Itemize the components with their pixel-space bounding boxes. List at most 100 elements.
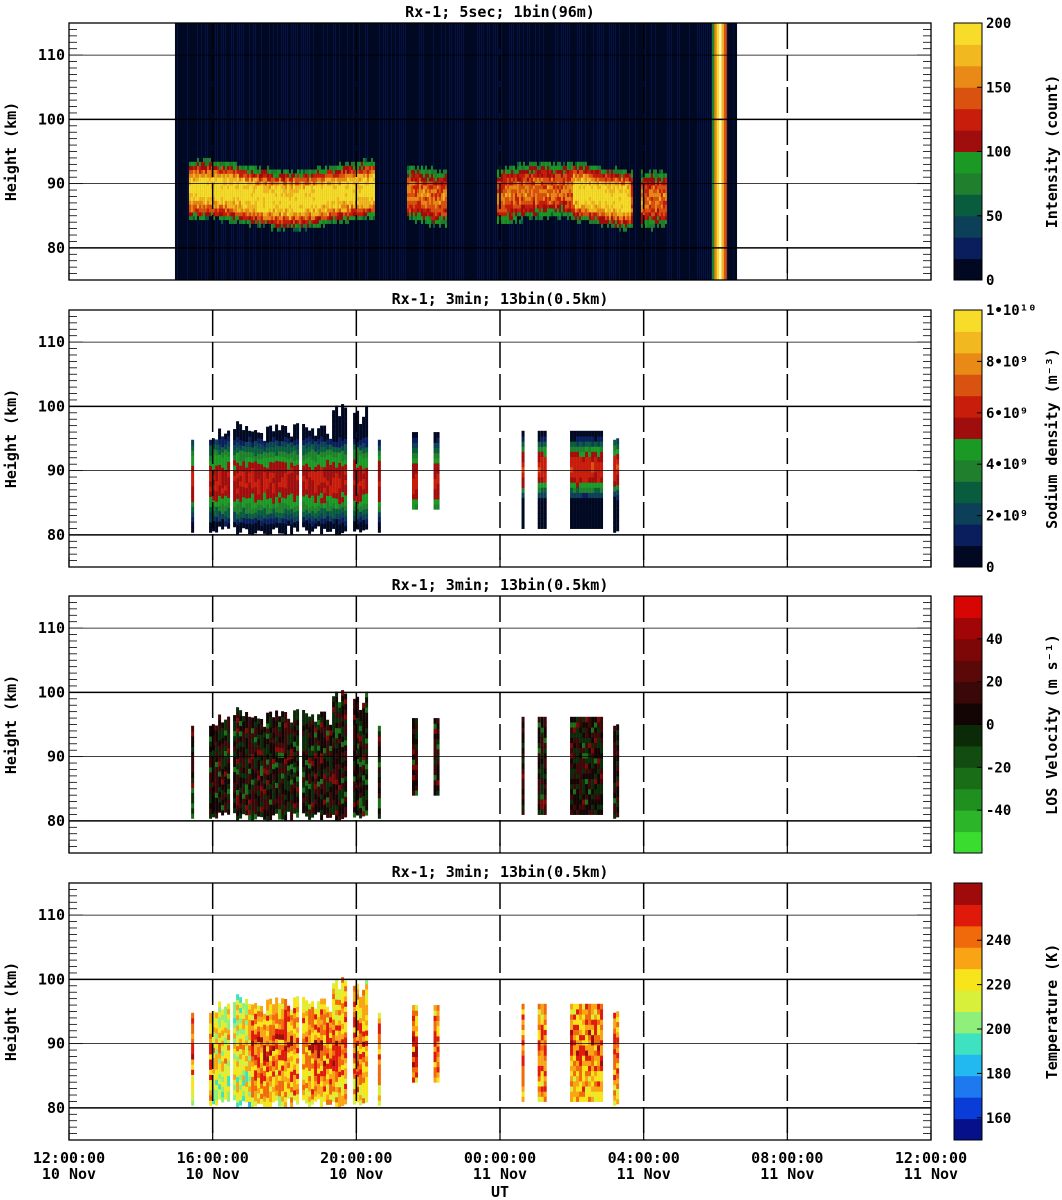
data-cell [585, 451, 589, 457]
data-cell [242, 721, 246, 727]
data-cell [356, 415, 360, 422]
intensity-cell [420, 165, 423, 170]
data-cell [332, 492, 336, 499]
data-cell [613, 465, 617, 472]
intensity-cell [252, 215, 255, 221]
intensity-cell [260, 184, 263, 190]
intensity-cell [274, 196, 277, 201]
data-cell [576, 518, 580, 524]
intensity-cell [510, 215, 513, 221]
intensity-cell [208, 208, 211, 213]
data-cell [296, 490, 300, 496]
intensity-cell [352, 204, 355, 209]
intensity-cell [256, 188, 259, 194]
data-cell [239, 490, 243, 497]
data-cell [209, 480, 213, 487]
intensity-cell [272, 200, 275, 205]
intensity-cell [294, 223, 297, 228]
data-cell [248, 441, 252, 447]
data-cell [215, 526, 219, 533]
data-cell [341, 440, 345, 446]
intensity-cell [538, 208, 541, 213]
intensity-cell [224, 161, 227, 167]
intensity-cell [546, 188, 549, 194]
intensity-cell [432, 215, 435, 221]
intensity-cell [264, 177, 267, 182]
intensity-cell [566, 169, 569, 174]
intensity-cell [526, 208, 529, 213]
data-cell [227, 461, 231, 468]
intensity-cell [590, 215, 593, 221]
data-cell [362, 452, 366, 459]
intensity-cell [568, 196, 571, 201]
intensity-cell [588, 196, 591, 201]
data-cell [233, 792, 237, 798]
intensity-cell [188, 161, 191, 167]
data-cell [305, 499, 309, 505]
intensity-cell [526, 173, 529, 178]
intensity-cell [648, 188, 651, 194]
intensity-cell [546, 200, 549, 205]
intensity-cell [286, 196, 289, 201]
data-cell [227, 721, 231, 728]
intensity-cell [610, 208, 613, 213]
intensity-cell [522, 173, 525, 178]
data-cell [251, 436, 255, 443]
data-cell [613, 439, 617, 446]
intensity-cell [426, 177, 429, 182]
intensity-cell [650, 177, 653, 182]
data-cell [317, 438, 321, 445]
data-cell [236, 748, 240, 754]
data-cell [582, 430, 586, 437]
intensity-cell [542, 177, 545, 182]
intensity-cell [350, 192, 353, 197]
intensity-cell [580, 215, 583, 221]
intensity-cell [536, 204, 539, 209]
intensity-cell [262, 177, 265, 182]
data-cell [341, 470, 345, 477]
intensity-cell [654, 196, 657, 201]
data-cell [242, 782, 246, 789]
intensity-cell [644, 192, 647, 197]
data-cell [335, 508, 339, 515]
data-cell [302, 470, 306, 476]
data-cell [245, 778, 249, 785]
colorbar-swatch [954, 215, 982, 238]
intensity-cell [612, 211, 615, 217]
data-cell [224, 740, 228, 746]
data-cell [311, 505, 315, 512]
noise-column [230, 23, 232, 280]
intensity-cell [260, 196, 263, 201]
intensity-cell [304, 177, 307, 182]
data-cell [356, 508, 360, 515]
data-cell [323, 446, 327, 452]
data-cell [233, 776, 237, 783]
intensity-cell [650, 173, 653, 178]
data-cell [597, 507, 601, 514]
intensity-cell [602, 208, 605, 213]
intensity-cell [512, 177, 515, 182]
data-cell [209, 511, 213, 518]
intensity-cell [580, 184, 583, 190]
data-cell [377, 480, 381, 487]
intensity-cell [612, 223, 615, 228]
intensity-cell [314, 192, 317, 197]
data-cell [436, 478, 440, 484]
data-cell [215, 735, 219, 742]
data-cell [227, 716, 231, 723]
intensity-cell [264, 211, 267, 217]
intensity-cell [650, 204, 653, 209]
intensity-cell [562, 173, 565, 178]
data-cell [335, 415, 339, 422]
data-cell [215, 756, 219, 762]
noise-column [196, 23, 198, 280]
data-cell [248, 747, 252, 754]
colorbar-swatch [954, 331, 982, 354]
intensity-cell [612, 169, 615, 174]
intensity-cell [228, 208, 231, 213]
intensity-cell [252, 169, 255, 174]
data-cell [344, 422, 348, 429]
intensity-cell [312, 219, 315, 224]
data-cell [212, 724, 216, 730]
